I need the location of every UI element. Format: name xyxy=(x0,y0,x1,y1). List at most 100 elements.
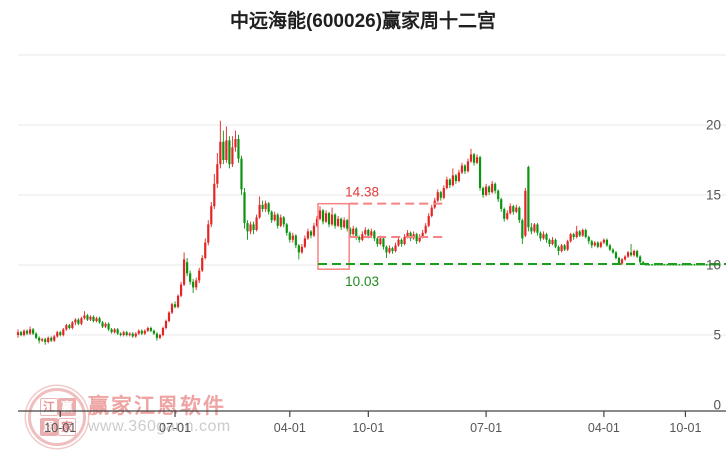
candle-body xyxy=(563,245,566,250)
candle-body xyxy=(16,332,20,335)
candle-body xyxy=(364,230,367,235)
candle-body xyxy=(125,332,128,335)
candle-body xyxy=(636,251,639,257)
candle-body xyxy=(581,230,584,236)
candle-body xyxy=(225,140,228,160)
candle-body xyxy=(173,304,177,307)
candle-body xyxy=(110,329,113,333)
candle-body xyxy=(222,141,225,160)
candle-body xyxy=(167,312,171,321)
candle-body xyxy=(391,248,394,251)
candle-body xyxy=(358,237,361,240)
candle-body xyxy=(59,332,62,335)
candle-body xyxy=(137,330,140,334)
candle-body xyxy=(448,179,451,186)
candle-body xyxy=(186,262,189,274)
candle-body xyxy=(25,330,29,334)
candle-body xyxy=(255,217,258,230)
candle-body xyxy=(267,203,270,212)
chart-title: 中远海能(600026)赢家周十二宫 xyxy=(229,11,497,32)
candle-body xyxy=(288,232,291,240)
candle-body xyxy=(231,147,234,165)
candle-body xyxy=(146,328,149,331)
candle-body xyxy=(415,234,418,242)
candle-body xyxy=(491,183,494,193)
candle-body xyxy=(442,188,445,198)
candle-body xyxy=(527,167,530,228)
candle-body xyxy=(140,330,143,334)
candle-body xyxy=(530,227,533,232)
candle-body xyxy=(68,325,71,328)
candle-body xyxy=(515,207,518,212)
candle-body xyxy=(158,335,162,338)
x-axis-tick-label: 10-01 xyxy=(352,421,384,435)
candle-body xyxy=(376,238,379,244)
candle-body xyxy=(424,225,427,233)
candle-body xyxy=(551,239,554,244)
candle-body xyxy=(276,214,279,226)
candle-body xyxy=(143,330,146,334)
candle-body xyxy=(642,262,645,264)
candle-body xyxy=(56,332,59,337)
candle-body xyxy=(207,224,210,243)
candle-body xyxy=(86,315,89,320)
candle-body xyxy=(324,213,328,222)
candle-body xyxy=(518,207,521,221)
candle-body xyxy=(71,322,74,328)
candle-body xyxy=(623,256,627,260)
candle-body xyxy=(270,211,273,221)
candle-body xyxy=(575,231,578,237)
candle-body xyxy=(385,246,388,253)
candle-body xyxy=(430,207,433,216)
candle-body xyxy=(394,245,397,251)
candle-body xyxy=(192,281,195,288)
y-axis-tick-label: 0 xyxy=(713,398,721,413)
candle-body xyxy=(198,270,201,281)
candle-body xyxy=(258,204,261,218)
candle-body xyxy=(47,337,50,342)
candle-body xyxy=(602,239,605,243)
candle-body xyxy=(131,333,134,337)
candle-body xyxy=(605,239,608,246)
candle-body xyxy=(28,329,32,334)
candle-body xyxy=(346,220,349,229)
candle-body xyxy=(584,230,587,237)
candle-body xyxy=(382,238,385,247)
resistance-value-label: 14.38 xyxy=(345,185,379,200)
candle-body xyxy=(170,304,174,313)
candle-body xyxy=(22,330,26,335)
candle-body xyxy=(587,237,590,242)
candle-body xyxy=(330,214,334,225)
candle-body xyxy=(566,241,569,250)
candle-body xyxy=(494,183,497,191)
candle-body xyxy=(189,273,192,282)
candle-body xyxy=(113,329,116,333)
candle-body xyxy=(264,203,267,209)
candle-body xyxy=(478,157,482,188)
candle-body xyxy=(436,192,439,201)
candle-body xyxy=(599,242,602,247)
candle-body xyxy=(279,217,282,226)
candle-body xyxy=(101,322,104,327)
candle-body xyxy=(355,228,358,237)
watermark-logo-char: 江 xyxy=(40,398,58,416)
candle-body xyxy=(297,245,300,253)
candle-body xyxy=(548,239,551,244)
candle-body xyxy=(116,329,119,334)
x-axis-tick-label: 04-01 xyxy=(274,421,306,435)
candle-body xyxy=(291,235,294,240)
candle-body xyxy=(315,218,319,226)
candle-body xyxy=(472,154,476,163)
candle-body xyxy=(460,165,464,173)
candle-body xyxy=(237,139,240,159)
candle-body xyxy=(152,330,155,334)
candle-body xyxy=(285,224,288,233)
candle-body xyxy=(204,242,207,258)
candle-body xyxy=(521,220,524,239)
candle-body xyxy=(578,231,581,236)
candle-body xyxy=(572,234,575,237)
candle-body xyxy=(216,164,219,184)
candle-body xyxy=(38,337,41,341)
candle-body xyxy=(509,206,512,214)
